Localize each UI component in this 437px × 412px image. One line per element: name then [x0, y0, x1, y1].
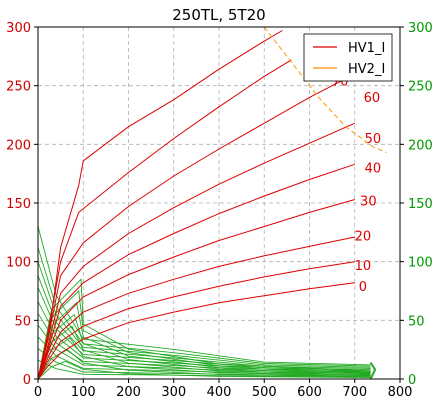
series-label: 10	[355, 259, 372, 274]
y-tick-label-left: 0	[23, 373, 31, 388]
hv1-curve	[37, 236, 355, 380]
y-tick-label-right: 250	[408, 80, 433, 95]
series-label: 60	[364, 91, 381, 106]
hv2-curve	[263, 26, 387, 153]
y-tick-label-left: 150	[6, 197, 31, 212]
hv1-curve	[37, 122, 356, 380]
x-tick-label: 400	[207, 385, 232, 400]
x-tick-label: 300	[161, 385, 186, 400]
legend-entry: HV1_I	[348, 41, 385, 56]
series-label: 30	[360, 194, 377, 209]
y-tick-label-right: 50	[408, 314, 425, 329]
y-tick-label-left: 300	[6, 21, 31, 36]
hv1-curve	[37, 30, 283, 380]
green-curve	[37, 359, 371, 378]
grid	[38, 27, 400, 379]
green-rise-curve	[37, 325, 371, 380]
x-tick-label: 700	[342, 385, 367, 400]
hv1-curve	[37, 163, 355, 380]
y-tick-label-left: 100	[6, 256, 31, 271]
y-tick-label-right: 150	[408, 197, 433, 212]
hv2-line	[263, 26, 387, 153]
legend-box	[303, 33, 393, 82]
green-curve	[37, 247, 371, 367]
x-tick-label: 800	[388, 385, 413, 400]
axes: 0 100 200 300 400 500 600 700 800050100150200250…	[6, 21, 433, 400]
green-rise-curve	[37, 313, 371, 380]
x-tick-label: 600	[297, 385, 322, 400]
chart-title: 250TL, 5T20	[172, 6, 265, 24]
y-tick-label-left: 200	[6, 138, 31, 153]
hv1-curve	[37, 73, 356, 380]
hv1-curve	[37, 261, 355, 380]
green-curve	[37, 226, 371, 366]
x-tick-label: 500	[252, 385, 277, 400]
hv1-curve	[37, 282, 355, 380]
legend-entry: HV2_I	[348, 62, 385, 77]
x-tick-label: 100	[71, 385, 96, 400]
green-rise-curve	[37, 301, 371, 380]
y-tick-label-right: 200	[408, 138, 433, 153]
y-tick-label-left: 50	[14, 314, 31, 329]
series-label: 0	[359, 280, 367, 295]
y-tick-label-right: 100	[408, 256, 433, 271]
x-tick-label: 200	[116, 385, 141, 400]
series-label: 20	[355, 230, 372, 245]
series-label: 40	[365, 161, 382, 176]
y-tick-label-right: 0	[408, 373, 416, 388]
green-rise-curve	[37, 349, 371, 380]
x-tick-label: 0	[34, 385, 42, 400]
green-rise-curve	[37, 278, 371, 380]
legend: HV1_I HV2_I	[303, 33, 393, 82]
series-label: 50	[365, 132, 382, 147]
y-tick-label-left: 250	[6, 80, 31, 95]
green-cluster-end	[369, 362, 377, 380]
green-curve	[37, 348, 371, 376]
green-curves	[37, 226, 377, 380]
y-tick-label-right: 300	[408, 21, 433, 36]
green-rise-curve	[37, 360, 371, 380]
hv1-curve	[37, 199, 355, 380]
hv1-curves: 01020304050607080	[37, 30, 382, 380]
